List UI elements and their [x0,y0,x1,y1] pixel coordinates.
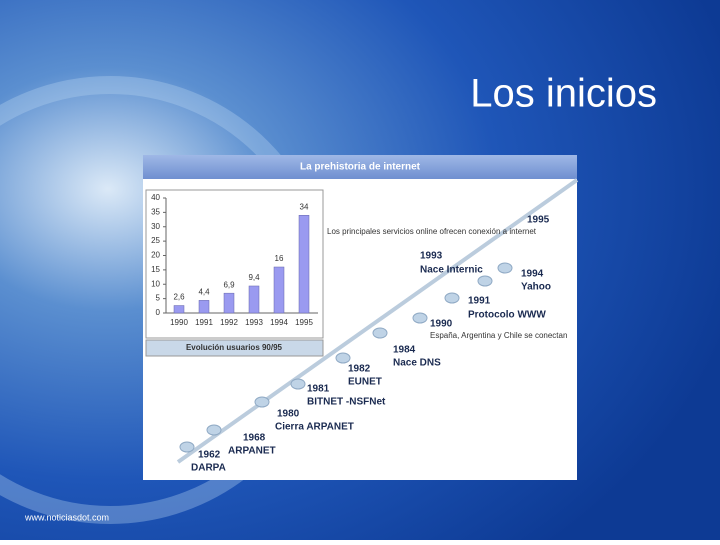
timeline-year: 1993 [420,251,443,262]
x-tick-label: 1992 [220,318,238,327]
timeline-year: 1982 [348,364,371,375]
y-tick-label: 15 [151,265,160,274]
timeline-label: Cierra ARPANET [275,422,354,433]
timeline-label: BITNET -NSFNet [307,397,386,408]
timeline-dots [179,262,513,453]
y-tick-label: 20 [151,251,160,260]
x-tick-label: 1991 [195,318,213,327]
timeline-year: 1990 [430,319,453,330]
x-tick-label: 1993 [245,318,263,327]
picture-header [143,155,577,179]
x-tick-label: 1994 [270,318,288,327]
bar [198,300,210,314]
bar [298,215,310,314]
value-label: 9,4 [248,273,260,282]
y-tick-label: 30 [151,222,160,231]
chart-title: La prehistoria de internet [300,162,421,173]
timeline-label: Los principales servicios online ofrecen… [327,227,537,236]
timeline-year: 1991 [468,296,491,307]
y-tick-label: 10 [151,279,160,288]
footer: www.noticiasdot.com [24,512,109,522]
value-label: 16 [275,254,284,263]
y-tick-label: 0 [156,308,161,317]
timeline-year: 1984 [393,345,416,356]
timeline-year: 1980 [277,409,300,420]
value-label: 2,6 [173,293,185,302]
timeline-label: DARPA [191,463,226,474]
chart-caption: Evolución usuarios 90/95 [186,343,283,352]
timeline-year: 1962 [198,450,221,461]
value-label: 6,9 [223,280,235,289]
timeline-label: España, Argentina y Chile se conectan [430,331,567,340]
timeline-year: 1981 [307,384,330,395]
value-label: 4,4 [198,287,210,296]
chart-panel [145,189,324,339]
caption-box [145,339,324,357]
bar [248,285,260,314]
bar [223,292,235,314]
bar [273,266,285,314]
value-label: 34 [300,202,309,211]
timeline-label: ARPANET [228,446,276,457]
y-tick-label: 25 [151,236,160,245]
timeline-year: 1994 [521,269,544,280]
y-tick-label: 35 [151,207,160,216]
timeline-label: Nace Internic [420,265,483,276]
y-tick-label: 5 [156,294,161,303]
timeline-year: 1995 [527,215,550,226]
timeline-label: EUNET [348,377,382,388]
bar [173,305,185,314]
timeline-label: Yahoo [521,282,551,293]
y-tick-label: 40 [151,193,160,202]
slide-title: Los inicios [470,72,657,116]
timeline-line [176,178,579,464]
x-tick-label: 1995 [295,318,313,327]
timeline-year: 1968 [243,433,266,444]
x-tick-label: 1990 [170,318,188,327]
timeline-label: Protocolo WWW [468,310,546,321]
timeline-label: Nace DNS [393,358,441,369]
